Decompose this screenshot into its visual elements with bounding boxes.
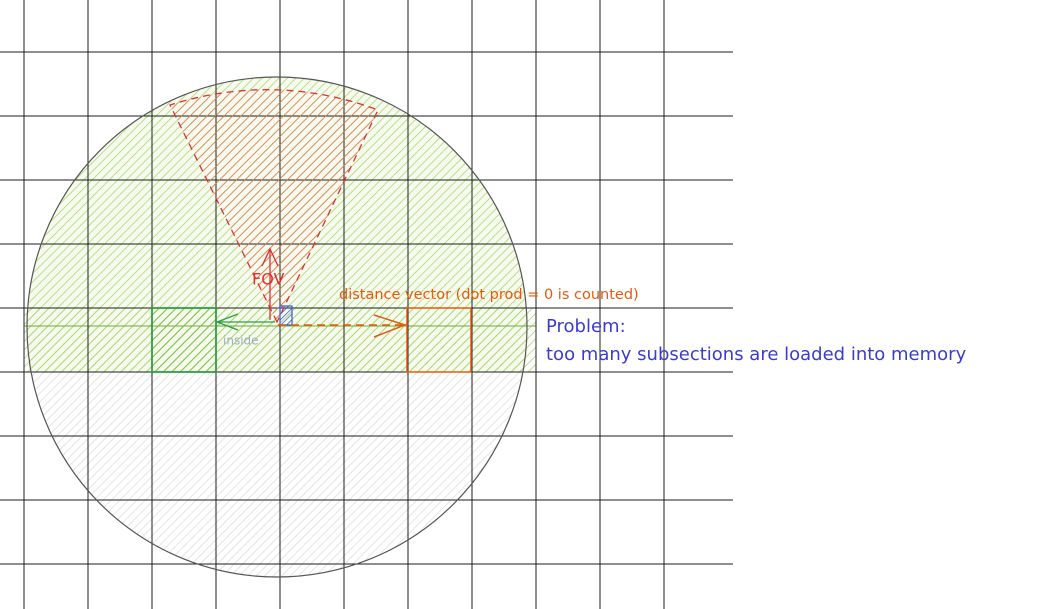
camera [279,305,293,326]
distance-arrow [278,314,408,338]
fov-label: FOV [252,270,285,289]
fov-cone [169,89,379,324]
inside-arrow [215,313,275,331]
problem-title: Problem: [546,316,626,337]
distance-cell [406,307,472,373]
circle-hatch-bottom [31,372,523,577]
fov-arrow [261,247,279,320]
inside-label: inside [223,334,259,348]
inside-cell [151,307,217,373]
distance-label: distance vector (dot prod = 0 is counted… [339,287,639,303]
circle-outline [26,76,528,578]
problem-text: too many subsections are loaded into mem… [546,344,967,365]
